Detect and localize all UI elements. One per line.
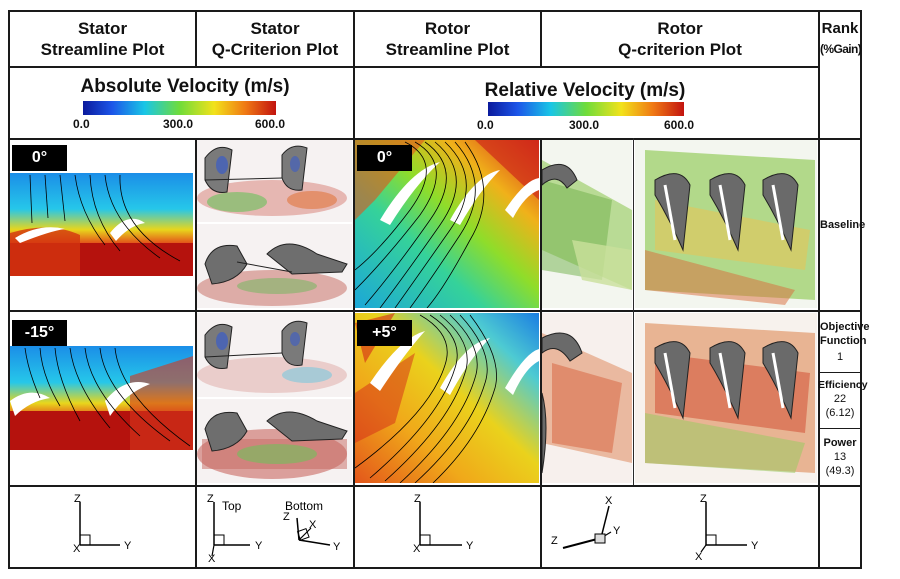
header-line-2: Streamline Plot	[385, 40, 510, 59]
axis-y-label: Y	[751, 540, 759, 552]
stator-q-plot-top-0	[197, 140, 352, 222]
rank-power-gain: (49.3)	[825, 465, 855, 477]
axis-y-label: Y	[333, 541, 341, 553]
header-line-2: Q-Criterion Plot	[211, 40, 339, 59]
rank-baseline: Baseline	[820, 219, 866, 231]
stator-angle-badge-1: -15°	[12, 320, 67, 346]
axis-x-label: X	[309, 519, 317, 531]
rotor-streamline-axes: Z X Y	[413, 493, 474, 555]
relative-tick-mid: 300.0	[569, 118, 600, 132]
axis-z-label: Z	[551, 535, 558, 547]
relative-tick-max: 600.0	[664, 118, 695, 132]
header-line-1: Rank	[821, 20, 859, 37]
axis-y-label: Y	[613, 525, 621, 537]
stator-streamline-plot-0	[10, 173, 193, 276]
relative-velocity-colorbar	[488, 102, 684, 116]
objective-line-1: Objective	[820, 321, 870, 333]
absolute-tick-min: 0.0	[73, 117, 90, 131]
rotor-q-plot-left-1	[542, 313, 632, 483]
relative-velocity-legend-title: Relative Velocity (m/s)	[484, 80, 686, 101]
stator-q-plot-top-1	[197, 313, 352, 397]
header-line-1: Rotor	[657, 19, 703, 38]
rotor-angle-badge-0: 0°	[357, 145, 412, 171]
rotor-q-plot-right-0	[635, 140, 817, 308]
axis-y-label: Y	[124, 540, 132, 552]
rank-power-label: Power	[823, 437, 857, 449]
header-line-1: Rotor	[424, 19, 471, 38]
rotor-q-plot-right-1	[635, 313, 817, 483]
axis-x-label: X	[605, 495, 613, 507]
absolute-velocity-legend-title: Absolute Velocity (m/s)	[80, 76, 290, 97]
rotor-q-right-axes: Z X Y	[695, 493, 759, 562]
axis-y-label: Y	[255, 540, 263, 552]
rank-efficiency-value: 22	[833, 393, 847, 405]
axis-z-label: Z	[700, 493, 707, 505]
stator-angle-badge-0: 0°	[12, 145, 67, 171]
header-rank: Rank (%Gain)	[820, 18, 862, 60]
axis-y-label: Y	[466, 540, 474, 552]
rank-objective-value: 1	[836, 351, 844, 363]
header-rotor-streamline: Rotor Streamline Plot	[355, 18, 540, 60]
rank-objective-label: Objective Function	[820, 320, 870, 348]
axis-z-label: Z	[283, 511, 290, 523]
rank-power-value: 13	[833, 451, 847, 463]
header-line-1: Stator	[77, 19, 128, 38]
rank-efficiency-gain: (6.12)	[825, 407, 855, 419]
axis-x-label: X	[695, 551, 703, 562]
axis-z-label: Z	[207, 493, 214, 505]
stator-q-plot-bottom-0	[197, 224, 352, 308]
axis-x-label: X	[208, 553, 216, 562]
axis-x-label: X	[73, 543, 81, 555]
header-stator-q: Stator Q-Criterion Plot	[197, 18, 353, 60]
stator-streamline-axes: Z X Y	[73, 493, 132, 555]
axis-z-label: Z	[414, 493, 421, 505]
rotor-q-plot-left-0	[542, 140, 632, 308]
rotor-angle-badge-1: +5°	[357, 320, 412, 346]
stator-q-plot-bottom-1	[197, 399, 352, 483]
header-line-2: Q-criterion Plot	[618, 40, 742, 59]
caption-top: Top	[222, 499, 242, 513]
header-line-2: (%Gain)	[820, 42, 862, 56]
absolute-velocity-colorbar	[83, 101, 276, 115]
stator-q-top-axes: Z Top X Y	[207, 493, 263, 562]
rotor-q-left-axes: X Y Z	[551, 495, 621, 549]
objective-line-2: Function	[820, 335, 867, 347]
axis-z-label: Z	[74, 493, 81, 505]
header-line-1: Stator	[250, 19, 300, 38]
stator-streamline-plot-1	[10, 346, 193, 450]
header-stator-streamline: Stator Streamline Plot	[10, 18, 195, 60]
axis-x-label: X	[413, 543, 421, 555]
absolute-tick-max: 600.0	[255, 117, 286, 131]
header-rotor-q: Rotor Q-criterion Plot	[542, 18, 818, 60]
rank-efficiency-label: Efficiency	[818, 379, 868, 391]
header-line-2: Streamline Plot	[40, 40, 165, 59]
relative-tick-min: 0.0	[477, 118, 494, 132]
absolute-tick-mid: 300.0	[163, 117, 194, 131]
stator-q-bottom-axes: Bottom Z X Y	[283, 499, 341, 553]
caption-bottom: Bottom	[285, 499, 323, 513]
